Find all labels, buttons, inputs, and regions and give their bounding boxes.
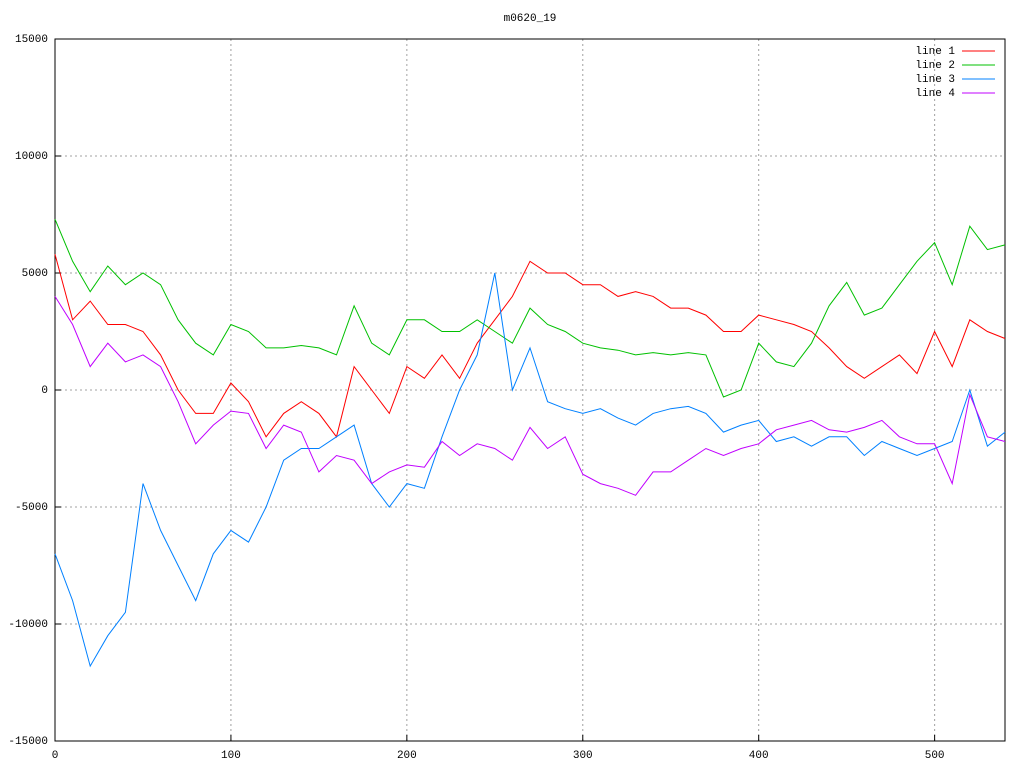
series-line <box>54 296 1006 496</box>
series-line <box>54 272 1006 668</box>
x-tick-label: 100 <box>221 750 241 762</box>
x-tick-label: 200 <box>397 750 417 762</box>
plot-border <box>54 38 1006 742</box>
legend-label: line 1 <box>915 46 955 58</box>
series-line <box>54 254 1006 438</box>
legend-label: line 4 <box>915 88 955 100</box>
y-tick-label: 15000 <box>15 34 48 46</box>
legend-label: line 2 <box>915 60 955 72</box>
y-tick-label: -5000 <box>15 502 48 514</box>
chart-title: m0620_19 <box>504 13 557 25</box>
x-tick-label: 0 <box>52 750 59 762</box>
x-tick-label: 500 <box>925 750 945 762</box>
legend-label: line 3 <box>915 74 955 86</box>
series-line <box>54 219 1006 398</box>
y-tick-label: -15000 <box>8 736 48 748</box>
y-tick-label: 10000 <box>15 151 48 163</box>
y-tick-label: -10000 <box>8 619 48 631</box>
y-tick-label: 5000 <box>22 268 48 280</box>
y-tick-label: 0 <box>41 385 48 397</box>
x-tick-label: 300 <box>573 750 593 762</box>
x-tick-label: 400 <box>749 750 769 762</box>
